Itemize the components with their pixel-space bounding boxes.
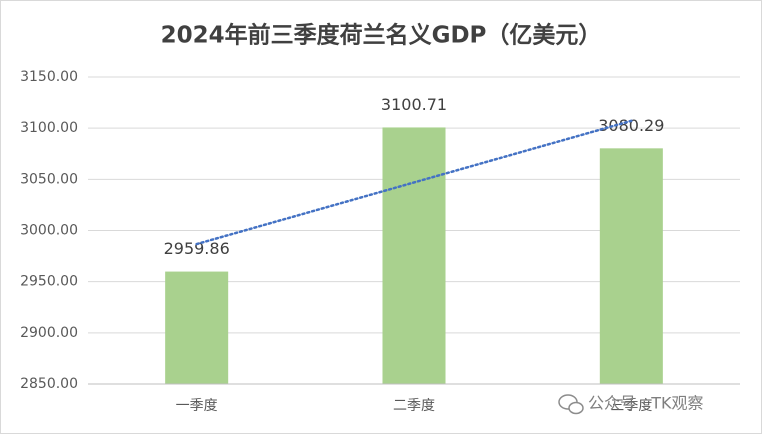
x-tick-label: 一季度 xyxy=(176,398,218,414)
watermark-text: 公众号 · TK观察 xyxy=(588,394,704,413)
watermark-icon xyxy=(568,401,584,415)
y-tick-label: 2850.00 xyxy=(20,376,78,392)
bar xyxy=(382,127,446,385)
y-tick-label: 3100.00 xyxy=(20,120,78,136)
x-tick-label: 三季度 xyxy=(610,398,652,414)
y-tick-label: 3050.00 xyxy=(20,171,78,187)
chart-title: 2024年前三季度荷兰名义GDP（亿美元） xyxy=(161,22,602,49)
x-tick-label: 二季度 xyxy=(393,398,435,414)
value-label: 3080.29 xyxy=(598,116,664,135)
value-label: 3100.71 xyxy=(381,95,447,114)
value-label: 2959.86 xyxy=(164,239,230,258)
bar xyxy=(599,148,663,384)
y-tick-label: 2950.00 xyxy=(20,274,78,290)
y-tick-label: 3000.00 xyxy=(20,223,78,239)
y-tick-label: 2900.00 xyxy=(20,325,78,341)
y-tick-label: 3150.00 xyxy=(20,69,78,85)
bar xyxy=(165,271,229,384)
trendline xyxy=(195,119,633,246)
